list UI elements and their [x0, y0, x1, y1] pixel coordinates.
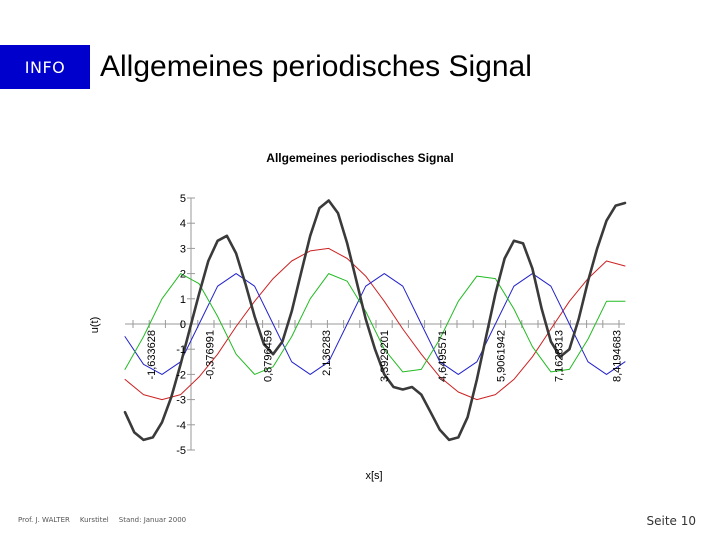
series-layer — [123, 199, 627, 442]
x-tick-label: -1,633628 — [146, 330, 158, 380]
series-line-2 — [124, 273, 626, 375]
info-badge: INFO — [0, 45, 90, 89]
series-line-3 — [124, 273, 626, 375]
x-tick-label: 4,6495571 — [437, 330, 449, 382]
x-tick-label: 8,4194683 — [612, 330, 624, 382]
y-tick-label: 5 — [180, 193, 186, 205]
y-tick-label: -1 — [176, 344, 186, 356]
x-axis-label: x[s] — [365, 470, 382, 482]
series-line-4 — [123, 199, 627, 442]
x-tick-label: 7,1628313 — [554, 330, 566, 382]
y-tick-label: -4 — [176, 420, 186, 432]
series-line-1 — [124, 247, 626, 401]
x-tick-label: 0,8796459 — [263, 330, 275, 382]
tick-layer: 5 4 3 2 1 0 -1 -2 -3 -4 -5 -1,633628 -0,376991 0,8796… — [146, 193, 623, 457]
y-tick-label: 2 — [180, 269, 186, 281]
y-tick-label: 4 — [180, 218, 186, 230]
x-tick-label: 3,3929201 — [379, 330, 391, 382]
footer-date: Stand: Januar 2000 — [118, 516, 187, 524]
x-tick-label: 5,9061942 — [495, 330, 507, 382]
chart-title: Allgemeines periodisches Signal — [266, 151, 453, 165]
y-axis-label: u(t) — [89, 317, 101, 334]
footer-author: Prof. J. WALTER — [18, 516, 70, 524]
x-tick-label: -0,376991 — [204, 330, 216, 380]
y-tick-label: -3 — [176, 395, 186, 407]
axes — [125, 197, 625, 451]
y-tick-label: 0 — [180, 319, 186, 331]
y-tick-label: -5 — [176, 445, 186, 457]
y-tick-label: 1 — [180, 294, 186, 306]
slide-title: Allgemeines periodisches Signal — [100, 50, 532, 83]
y-tick-label: 3 — [180, 243, 186, 255]
footer-course: Kurstitel — [79, 516, 109, 524]
footer-left: Prof. J. WALTER Kurstitel Stand: Januar 20… — [18, 516, 196, 524]
x-tick-label: 2,136283 — [321, 330, 333, 376]
page-number: Seite 10 — [646, 514, 696, 528]
y-tick-label: -2 — [176, 369, 186, 381]
